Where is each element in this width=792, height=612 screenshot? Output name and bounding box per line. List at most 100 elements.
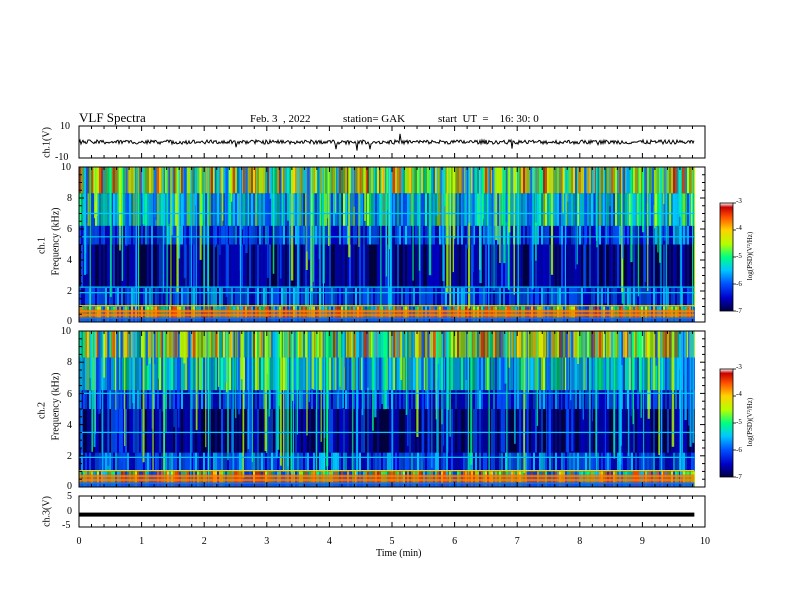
ch2-spectrogram-cell — [439, 452, 441, 472]
ch2-spectrogram-cell — [661, 357, 663, 391]
ch2-spectrogram-cell — [123, 331, 125, 358]
ch2-spectrogram-cell — [111, 331, 113, 358]
ch2-spectrogram-cell — [559, 331, 561, 358]
ch2-spectrogram-cell — [105, 390, 107, 409]
ch1-spectrogram-cell — [249, 287, 251, 307]
ch1-spectrogram-cell — [151, 193, 153, 226]
ch1-spectrogram-cell — [137, 244, 139, 288]
ch2-spectrogram-cell — [203, 331, 205, 358]
ch1-spectrogram-cell — [609, 193, 611, 226]
ch2-spectrogram-cell — [429, 357, 431, 391]
ch1-spectrogram-cell — [555, 193, 557, 226]
ch1-spectrogram-cell — [169, 225, 171, 245]
ch1-spectrogram-cell — [119, 287, 121, 307]
ch2-spectrogram-cell — [179, 331, 181, 358]
ch1-spectrogram-cell — [639, 193, 641, 226]
ch2-spectrogram-cell — [403, 409, 405, 453]
ch1-spectrogram-cell — [687, 287, 689, 307]
ch1-spectrogram-cell — [139, 193, 141, 226]
ch1-spectrogram-cell — [157, 167, 159, 194]
ch1-spectrogram-cell — [165, 193, 167, 226]
ch1-spectrogram-cell — [213, 225, 215, 245]
ch2-sferic-streak — [173, 331, 175, 428]
ch2-spectrogram-cell — [521, 409, 523, 453]
ch1-spectrogram-cell — [643, 225, 645, 245]
ch2-spectrogram-cell — [621, 357, 623, 391]
ch2-spectrogram-cell — [257, 390, 259, 409]
ch2-spectrogram-cell — [509, 409, 511, 453]
ch1-spectrogram-cell — [263, 225, 265, 245]
ch2-spectrogram-cell — [513, 331, 515, 358]
ch1-spectrogram-cell — [257, 244, 259, 288]
ch1-spectrogram-cell — [649, 225, 651, 245]
ch2-spectrogram-cell — [535, 409, 537, 453]
ch2-sferic-streak — [639, 331, 641, 393]
ch2-spectrogram-cell — [209, 452, 211, 472]
ch1-sferic-streak — [462, 167, 465, 237]
ch1-spectrogram-cell — [609, 225, 611, 245]
ch2-spectrogram-cell — [459, 452, 461, 472]
ch1-spectrogram-cell — [329, 287, 331, 307]
ch1-spectrogram-cell — [87, 244, 89, 288]
ch1-spectrogram-cell — [425, 225, 427, 245]
ch2-spectrogram-cell — [531, 409, 533, 453]
ch2-spectrogram-cell — [569, 390, 571, 409]
ch1-spectrogram-cell — [505, 244, 507, 288]
ch1-waveform-line — [78, 133, 695, 151]
ch1-sferic-streak — [595, 167, 597, 235]
ch2-sferic-streak — [431, 331, 433, 468]
ch2-spectrogram-cell — [111, 390, 113, 409]
ch1-sferic-streak — [505, 167, 508, 223]
ch1-spectrogram-cell — [377, 287, 379, 307]
ch2-spectrogram-cell — [213, 409, 215, 453]
ch2-spectrogram-cell — [479, 452, 481, 472]
ch1-sferic-streak — [472, 167, 474, 272]
ch2-spectrogram-cell — [461, 409, 463, 453]
ch1-spectrogram-cell — [379, 287, 381, 307]
ch2-spectrogram-cell — [403, 357, 405, 391]
ch1-spectrogram-cell — [523, 193, 525, 226]
ch2-freq-tick: 2 — [67, 451, 72, 462]
ch1-spectrogram-cell — [133, 287, 135, 307]
ch2-spectrogram-cell — [409, 357, 411, 391]
ch2-sferic-streak — [268, 331, 270, 417]
ch2-spectrogram-cell — [607, 452, 609, 472]
ch2-spectrogram-cell — [135, 331, 137, 358]
ch1-sferic-streak — [647, 167, 649, 291]
ch1-sferic-streak — [679, 167, 682, 217]
ch2-spectrogram-cell — [305, 452, 307, 472]
ch1-spectrogram-cell — [127, 244, 129, 288]
ch1-spectrogram-cell — [265, 287, 267, 307]
ch2-spectrogram-cell — [623, 331, 625, 358]
ch2-spectrogram-cell — [367, 452, 369, 472]
ch1-spectrogram-cell — [275, 225, 277, 245]
ch2-sferic-streak — [158, 331, 160, 379]
ch2-spectrogram-cell — [123, 452, 125, 472]
ch2-spectrogram-cell — [423, 409, 425, 453]
ch2-sferic-streak — [571, 331, 574, 452]
ch2-spectrogram-cell — [671, 452, 673, 472]
ch1-spectrogram-cell — [637, 287, 639, 307]
ch2-spectrogram-cell — [625, 409, 627, 453]
ch1-spectrogram-cell — [209, 167, 211, 194]
ch1-spectrogram-cell — [477, 167, 479, 194]
ch2-spectrogram-cell — [273, 357, 275, 391]
ch2-spectrogram-cell — [657, 390, 659, 409]
ch2-spectrogram-cell — [345, 409, 347, 453]
ch1-spectrogram-cell — [607, 287, 609, 307]
ch2-spectrogram-cell — [129, 452, 131, 472]
ch1-spectrogram-cell — [233, 287, 235, 307]
ch1-spectrogram-cell — [641, 287, 643, 307]
ch1-spectrogram-cell — [641, 244, 643, 288]
ch2-spectrogram-cell — [533, 409, 535, 453]
ch2-sferic-streak — [621, 331, 623, 365]
ch2-spectrogram-cell — [119, 452, 121, 472]
ch1-spectrogram-cell — [557, 167, 559, 194]
ch1-spectrogram-cell — [97, 287, 99, 307]
ch2-spectrogram-cell — [219, 409, 221, 453]
ch2-spectrogram-cell — [127, 331, 129, 358]
ch1-spectrogram-cell — [643, 244, 645, 288]
ch2-spectrogram-cell — [289, 452, 291, 472]
ch1-spectrogram-cell — [355, 225, 357, 245]
ch1-spectrogram-cell — [365, 244, 367, 288]
